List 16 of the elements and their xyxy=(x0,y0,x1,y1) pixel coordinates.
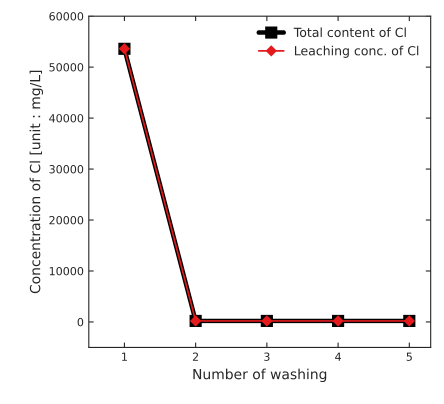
y-tick-label: 60000 xyxy=(49,12,84,21)
x-tick-label: 2 xyxy=(192,352,198,361)
y-tick-label: 20000 xyxy=(49,216,84,224)
x-tick-label: 1 xyxy=(122,352,127,361)
x-axis-title: Number of washing xyxy=(193,368,326,382)
y-tick-label: 40000 xyxy=(49,114,84,122)
x-tick-label: 4 xyxy=(335,352,341,361)
y-tick-label: 50000 xyxy=(49,63,84,72)
y-axis-title: Concentration of Cl [unit : mg/L] xyxy=(30,70,44,294)
x-tick-label: 5 xyxy=(406,352,412,361)
y-tick-label: 10000 xyxy=(50,266,84,276)
x-tick-label: 3 xyxy=(264,352,270,361)
legend-label: Leaching conc. of Cl xyxy=(294,46,418,58)
y-tick-label: 0 xyxy=(78,318,84,326)
legend-label: Total content of Cl xyxy=(294,27,406,38)
y-tick-label: 30000 xyxy=(49,165,84,174)
